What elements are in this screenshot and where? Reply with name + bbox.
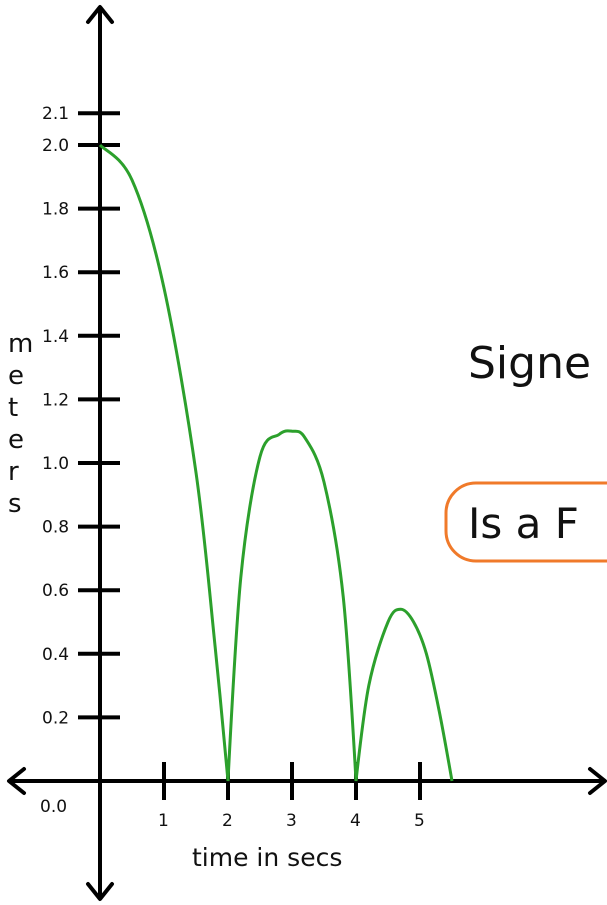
x-tick-label: 5 xyxy=(414,811,425,831)
y-axis-label-letter: m xyxy=(8,329,33,359)
y-tick-label: 2.0 xyxy=(42,136,69,156)
x-tick-label: 4 xyxy=(350,811,361,831)
x-tick-label: 1 xyxy=(158,811,169,831)
y-tick-label: 0.4 xyxy=(42,645,69,665)
x-tick-label: 3 xyxy=(286,811,297,831)
y-tick-label: 0.8 xyxy=(42,518,69,538)
answer-box[interactable] xyxy=(444,481,607,563)
y-ticks: 0.2 0.4 0.6 0.8 1.0 1.2 1.4 1.6 1.8 2.0 2.1 xyxy=(42,104,120,728)
y-tick-label: 1.6 xyxy=(42,263,69,283)
y-axis-label-letter: t xyxy=(8,393,18,423)
x-axis-arrow-right-icon xyxy=(588,767,607,795)
x-axis-label: time in secs xyxy=(192,843,342,872)
series-line xyxy=(98,143,454,782)
origin-label: 0.0 xyxy=(40,797,67,817)
x-axis-arrow-left-icon xyxy=(7,767,26,795)
x-ticks: 1 2 3 4 5 xyxy=(158,762,425,831)
y-tick-label: 1.4 xyxy=(42,327,69,347)
y-tick-label: 2.1 xyxy=(42,104,69,124)
y-axis-label-letter: s xyxy=(8,489,22,519)
y-tick-label: 1.2 xyxy=(42,390,69,410)
y-axis-arrow-bottom-icon xyxy=(86,882,114,901)
answer-box-text: Is a F xyxy=(468,499,579,548)
y-axis-arrow-top-icon xyxy=(86,5,114,24)
y-tick-label: 1.0 xyxy=(42,454,69,474)
x-tick-label: 2 xyxy=(222,811,233,831)
y-axis-label-letter: e xyxy=(8,425,24,455)
y-tick-label: 0.2 xyxy=(42,708,69,728)
y-axis-label-letter: e xyxy=(8,361,24,391)
y-tick-label: 0.6 xyxy=(42,581,69,601)
side-text: Signe xyxy=(468,338,591,389)
y-tick-label: 1.8 xyxy=(42,200,69,220)
y-axis-label-letter: r xyxy=(8,457,19,487)
